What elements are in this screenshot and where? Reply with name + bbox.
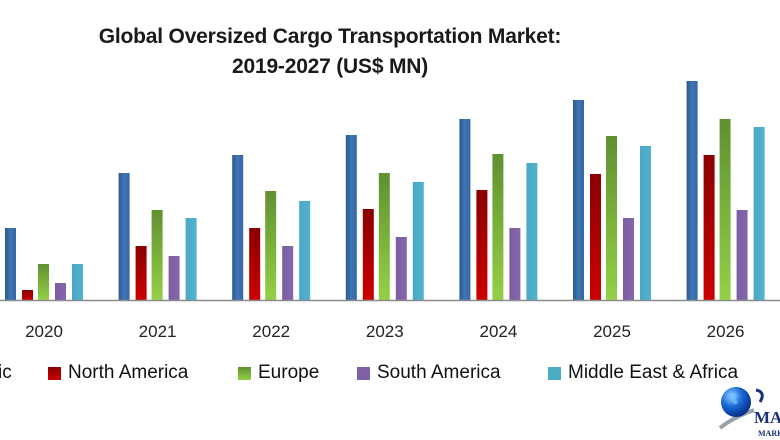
company-logo: MA MARK	[718, 387, 780, 438]
bar-europe-2026	[719, 119, 731, 300]
x-tick-label-2026: 2026	[707, 322, 745, 341]
bar-south-america-2025	[623, 218, 634, 300]
x-tick-label-2024: 2024	[479, 322, 517, 341]
bar-asia-pacific-2022	[232, 155, 244, 300]
bar-middle-east-africa-2026	[753, 127, 765, 300]
bars-layer	[5, 81, 765, 300]
logo-text-top: MA	[754, 408, 780, 427]
bar-north-america-2024	[476, 190, 488, 300]
legend-label: Middle East & Africa	[568, 362, 739, 383]
legend-swatch-middle-east-africa	[548, 366, 561, 380]
chart-title-line-2: 2019-2027 (US$ MN)	[232, 55, 428, 78]
legend-item-europe: Europe	[238, 362, 319, 384]
x-tick-label-2023: 2023	[366, 322, 404, 341]
legend-item-south-america: South America	[357, 362, 501, 384]
bar-north-america-2026	[703, 155, 715, 300]
bar-south-america-2024	[509, 228, 521, 300]
bar-middle-east-africa-2025	[640, 146, 651, 300]
legend-label: ic	[0, 362, 12, 383]
bar-middle-east-africa-2020	[72, 264, 83, 300]
chart-title-line-1: Global Oversized Cargo Transportation Ma…	[98, 25, 562, 48]
bar-europe-2021	[151, 210, 163, 300]
bar-asia-pacific-2024	[459, 119, 471, 300]
x-tick-label-2025: 2025	[593, 322, 631, 341]
bar-north-america-2022	[249, 228, 261, 300]
bar-middle-east-africa-2024	[526, 163, 538, 300]
bar-europe-2022	[265, 191, 277, 300]
bar-south-america-2020	[55, 283, 66, 300]
legend-item-middle-east-africa: Middle East & Africa	[548, 362, 738, 384]
legend-swatch-europe	[238, 366, 251, 380]
bar-north-america-2020	[22, 290, 33, 300]
bar-chart: 2020 2021 2022 2023 2024 2025 2026	[0, 81, 780, 341]
legend-label: South America	[377, 362, 501, 383]
bar-north-america-2023	[362, 209, 374, 300]
bar-asia-pacific-2021	[118, 173, 130, 300]
bar-asia-pacific-2026	[686, 81, 698, 300]
legend-item-north-america: North America	[48, 362, 188, 384]
legend-swatch-north-america	[48, 366, 61, 380]
legend-swatch-south-america	[357, 366, 370, 380]
chart-title: Global Oversized Cargo Transportation Ma…	[0, 22, 780, 82]
bar-south-america-2021	[168, 256, 180, 300]
logo-swoosh-icon	[718, 408, 755, 430]
legend-label: Europe	[258, 362, 320, 383]
bar-asia-pacific-2023	[345, 135, 357, 300]
x-tick-label-2022: 2022	[252, 322, 290, 341]
bar-asia-pacific-2020	[5, 228, 16, 300]
legend-item-asia-pacific: ic	[0, 362, 12, 384]
bar-south-america-2026	[736, 210, 748, 300]
bar-middle-east-africa-2023	[412, 182, 424, 300]
bar-north-america-2021	[135, 246, 147, 300]
bar-north-america-2025	[590, 174, 601, 300]
bar-europe-2023	[378, 173, 390, 300]
bar-europe-2024	[492, 154, 504, 300]
legend: ic North America Europe South America Mi…	[0, 362, 780, 388]
x-tick-label-2020: 2020	[25, 322, 63, 341]
logo-text-bottom: MARK	[758, 429, 780, 438]
bar-middle-east-africa-2021	[185, 218, 197, 300]
bar-south-america-2022	[282, 246, 294, 300]
bar-europe-2020	[38, 264, 49, 300]
x-tick-labels: 2020 2021 2022 2023 2024 2025 2026	[25, 322, 744, 341]
legend-label: North America	[68, 362, 189, 383]
bar-asia-pacific-2025	[573, 100, 584, 300]
bar-europe-2025	[606, 136, 617, 300]
bar-middle-east-africa-2022	[299, 201, 311, 300]
x-tick-label-2021: 2021	[139, 322, 177, 341]
bar-south-america-2023	[395, 237, 407, 300]
